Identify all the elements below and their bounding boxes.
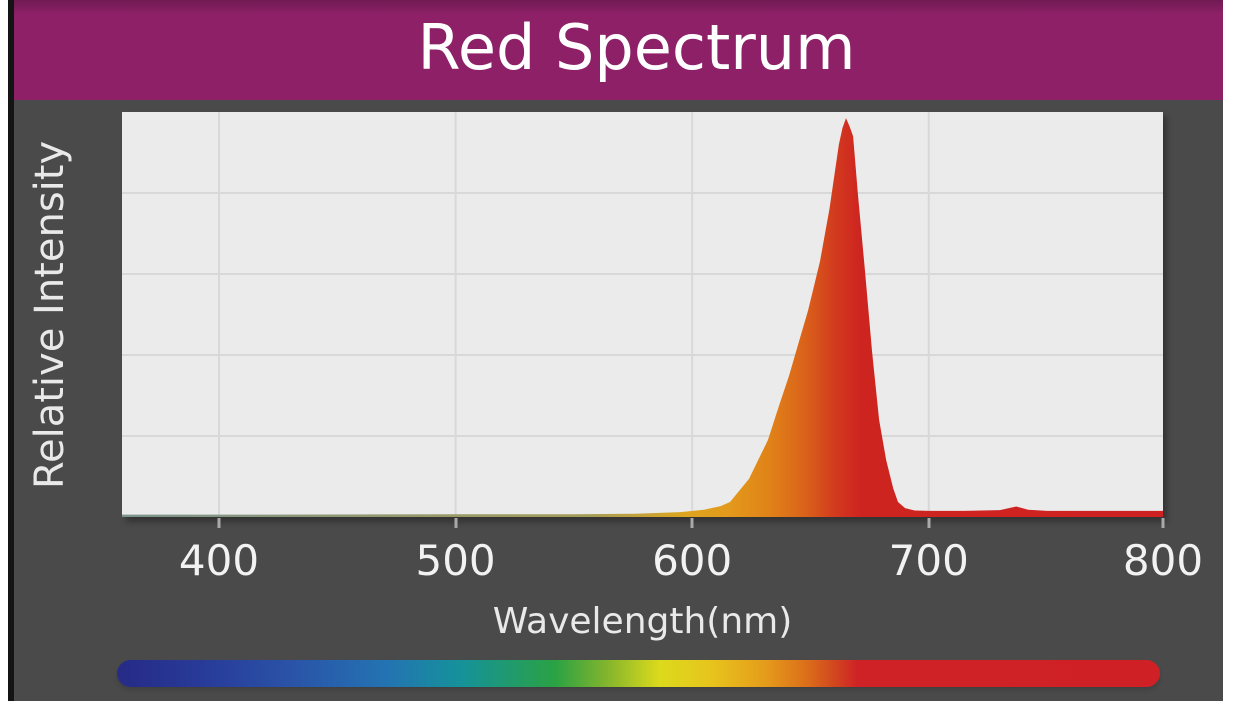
x-axis-label: Wavelength(nm) [492,601,793,642]
spectrum-colorbar [117,660,1160,687]
x-tick-label: 800 [1122,536,1204,585]
x-tick-mark [690,518,694,528]
x-tick-label: 400 [178,536,260,585]
x-axis-ticks: 400 500 600 700 800 [122,518,1203,603]
x-tick-label: 700 [888,536,969,585]
chart-card: Red Spectrum Relative Intensity 400 500 60… [8,0,1223,701]
chart-title-bar: Red Spectrum [14,0,1223,100]
x-tick-label: 600 [652,536,733,585]
spectrum-area [122,118,1163,517]
x-tick-mark [217,518,221,528]
y-axis-label: Relative Intensity [27,140,73,489]
x-tick-label: 500 [415,536,496,585]
x-tick-mark [1161,518,1165,528]
chart-title: Red Spectrum [417,11,856,84]
x-tick-mark [454,518,458,528]
spectrum-area-chart [122,112,1163,517]
plot-area [122,112,1163,517]
x-tick-mark [927,518,931,528]
